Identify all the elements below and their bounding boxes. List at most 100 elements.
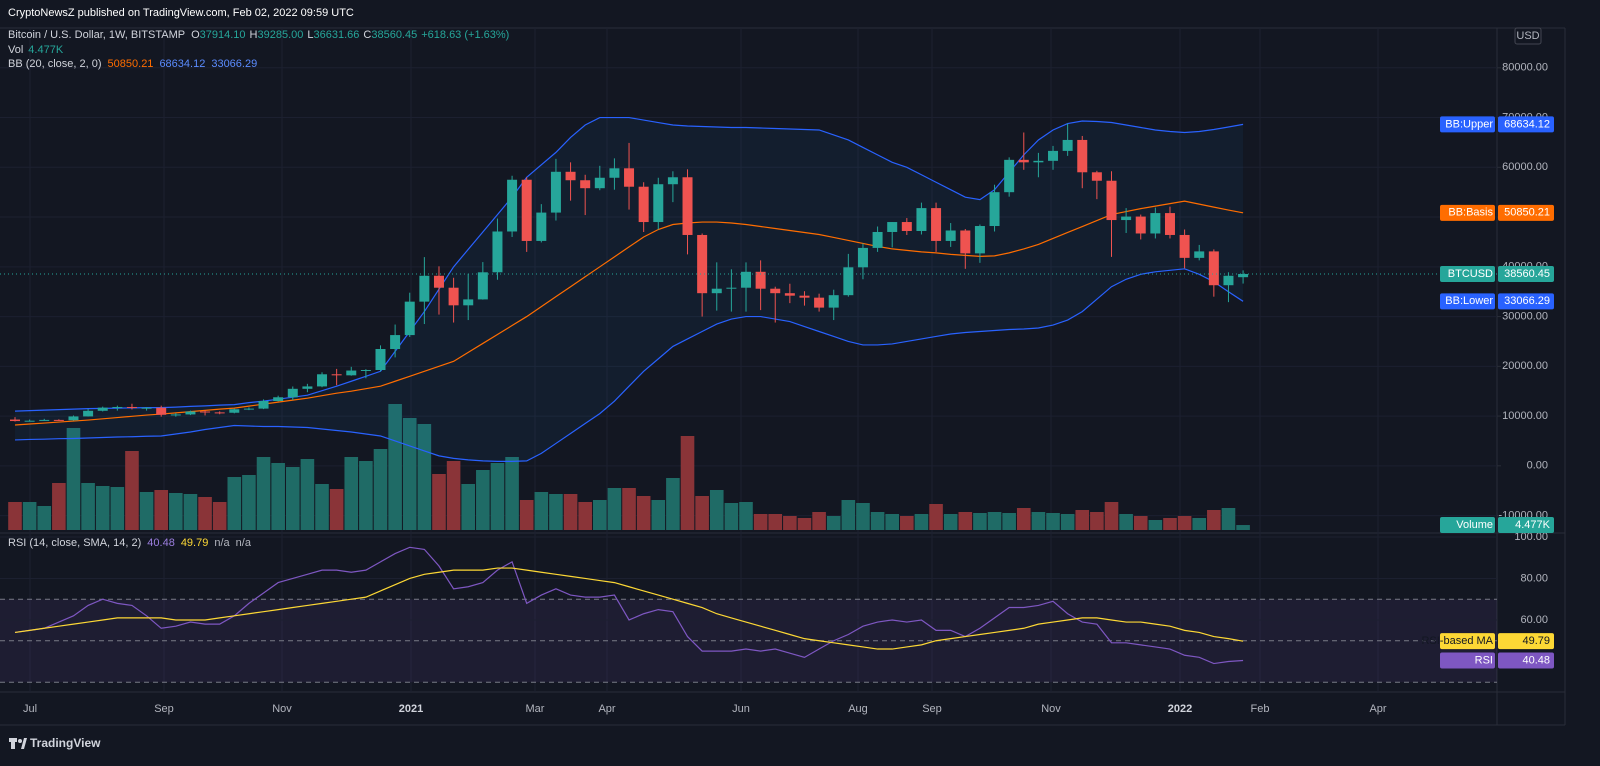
volume-bar	[242, 475, 256, 530]
tag-name: RSI	[1475, 654, 1493, 666]
volume-bar	[461, 484, 476, 530]
candle-body	[404, 301, 415, 336]
candle-body	[931, 208, 942, 241]
y-tick-label: 80000.00	[1502, 62, 1548, 74]
currency-box[interactable]	[1514, 27, 1542, 45]
volume-bar	[563, 494, 578, 530]
x-tick-label: Jun	[732, 703, 750, 715]
volume-bar	[1104, 502, 1119, 530]
legend-row: RSI (14, close, SMA, 14, 2) 40.48 49.79 n/a…	[8, 537, 252, 549]
tag-name-box	[1440, 204, 1495, 221]
tag-name: BB:Upper	[1445, 118, 1493, 130]
candle-body	[1135, 216, 1146, 234]
volume-bar	[476, 470, 490, 530]
volume-bar	[549, 494, 563, 530]
tag-name: Volume	[1456, 519, 1493, 531]
candle-body	[945, 230, 956, 241]
candle-body	[39, 419, 50, 421]
y-tick-label: 20000.00	[1502, 360, 1548, 372]
volume-bar	[315, 484, 329, 530]
volume-bar	[227, 477, 242, 530]
volume-bar	[1075, 510, 1090, 530]
candle-body	[331, 374, 342, 376]
legend-item: 50850.21	[108, 58, 154, 70]
candle-body	[1164, 213, 1175, 235]
tag-value-box	[1498, 293, 1554, 310]
legend-item: n/a	[214, 537, 230, 549]
volume-bar	[973, 513, 987, 530]
volume-bar	[446, 461, 461, 530]
volume-bar	[300, 459, 315, 530]
tag-name: BTCUSD	[1448, 268, 1493, 280]
legend-item: O	[191, 29, 200, 41]
tag-name-box	[1440, 652, 1495, 669]
volume-bar	[812, 512, 826, 530]
candle-body	[53, 419, 64, 421]
candle-body	[1208, 251, 1219, 286]
candle-body	[857, 247, 868, 268]
candle-body	[624, 168, 635, 187]
volume-bar	[900, 516, 914, 530]
legend-item: H	[250, 29, 258, 41]
y-tick-label: 0.00	[1527, 460, 1548, 472]
tag-value-box	[1498, 116, 1554, 133]
x-tick-label: Apr	[598, 703, 615, 715]
volume-bar	[724, 503, 739, 530]
rsi-tick-label: 80.00	[1520, 572, 1548, 584]
volume-bar	[271, 463, 285, 530]
candle-body	[1179, 234, 1190, 258]
tag-name: BB:Lower	[1445, 295, 1493, 307]
volume-bar	[1177, 516, 1192, 530]
x-tick-label: Feb	[1251, 703, 1270, 715]
volume-bar	[651, 500, 666, 530]
volume-bar	[388, 404, 402, 530]
tag-value-box	[1498, 633, 1554, 650]
candle-body	[653, 184, 664, 223]
legend-item: 37914.10	[200, 29, 246, 41]
brand-logo	[9, 738, 27, 749]
rsi-tick-label: 100.00	[1514, 531, 1548, 543]
volume-bar	[534, 492, 549, 530]
volume-bar	[636, 496, 651, 530]
price-tag: RSI 40.48	[1440, 652, 1554, 669]
volume-bar	[154, 490, 168, 530]
volume-bar	[1060, 514, 1075, 530]
volume-bar	[212, 502, 227, 530]
tag-value: 40.48	[1522, 654, 1550, 666]
x-tick-label: Mar	[526, 703, 545, 715]
currency: USD	[1516, 30, 1539, 42]
price-tag: RSI-based MA 49.79	[1421, 633, 1554, 650]
candle-body	[521, 179, 532, 241]
volume-bar	[783, 516, 797, 530]
volume-bar	[505, 457, 519, 530]
volume-bar	[373, 449, 388, 530]
volume-bar	[914, 514, 929, 530]
price-tag: Volume 4.477K	[1440, 517, 1554, 533]
volume-bar	[1046, 513, 1060, 530]
volume-bar	[344, 457, 359, 530]
volume-bar	[593, 500, 607, 530]
x-tick-label: Sep	[154, 703, 174, 715]
x-tick-label: Sep	[922, 703, 942, 715]
candle-body	[390, 335, 401, 350]
volume-bar	[52, 483, 66, 530]
candle-body	[1223, 275, 1234, 286]
candle-body	[258, 400, 269, 409]
x-tick-label: 2022	[1168, 703, 1192, 715]
volume-bar	[329, 489, 344, 530]
candle-body	[843, 267, 854, 296]
volume-bar	[958, 512, 973, 530]
candle-body	[784, 293, 795, 296]
candle-body	[243, 408, 254, 410]
tag-name-box	[1440, 293, 1495, 310]
y-tick-label: 30000.00	[1502, 310, 1548, 322]
candle-body	[1077, 139, 1088, 173]
candle-body	[770, 288, 781, 294]
volume-bar	[22, 502, 37, 530]
tag-value-box	[1498, 204, 1554, 221]
rsi-line	[14, 567, 1244, 650]
volume-bar	[8, 502, 22, 530]
volume-bar	[797, 518, 812, 530]
legend-item: 33066.29	[211, 58, 257, 70]
